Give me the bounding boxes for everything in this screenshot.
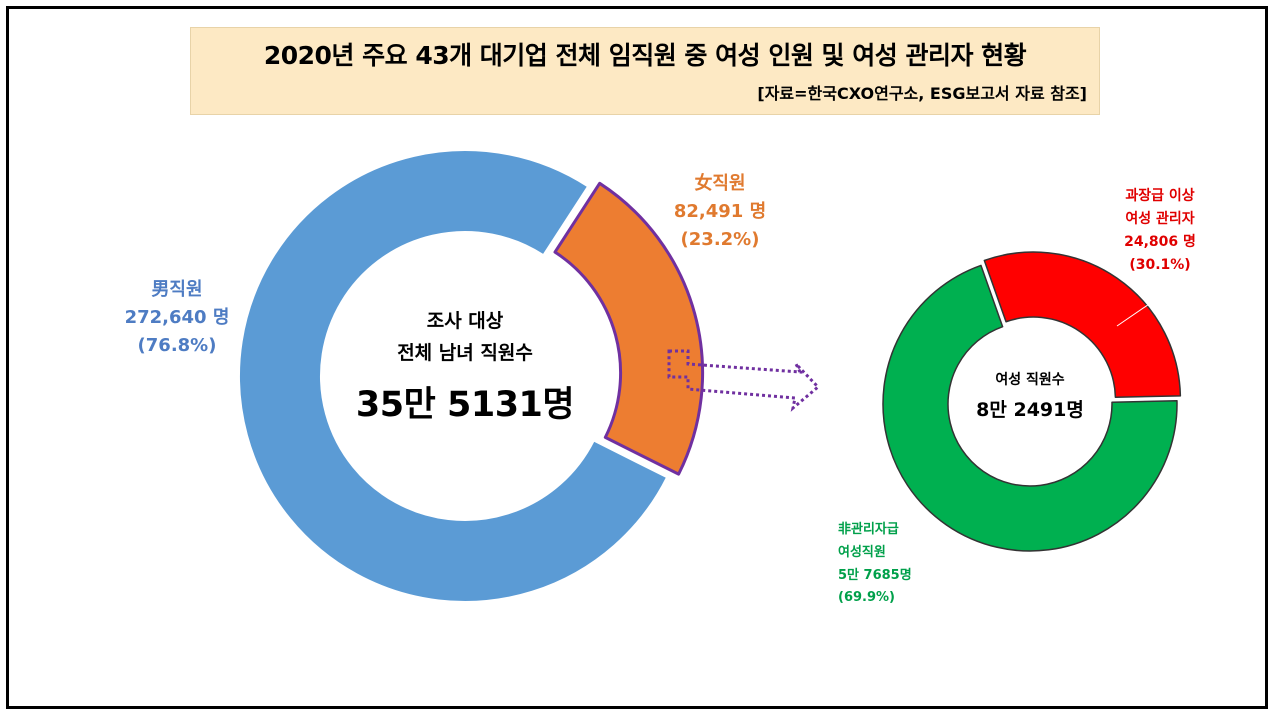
main-donut-center: 조사 대상 전체 남녀 직원수 35만 5131명 bbox=[320, 305, 610, 427]
main-center-line1: 조사 대상 bbox=[426, 310, 504, 332]
sub-donut-center: 여성 직원수 8만 2491명 bbox=[955, 369, 1105, 422]
female-label: 女직원 82,491 명 (23.2%) bbox=[665, 170, 775, 254]
female-percent: (23.2%) bbox=[680, 228, 760, 250]
manager-leader-line bbox=[1116, 299, 1156, 327]
female-count: 82,491 명 bbox=[673, 200, 767, 222]
non-manager-line1: 非관리자급 bbox=[838, 522, 899, 537]
male-name: 男직원 bbox=[151, 279, 203, 300]
male-label: 男직원 272,640 명 (76.8%) bbox=[112, 276, 242, 360]
female-slice bbox=[553, 181, 705, 476]
main-donut bbox=[238, 149, 705, 603]
manager-slice bbox=[983, 251, 1182, 399]
title-box: 2020년 주요 43개 대기업 전체 임직원 중 여성 인원 및 여성 관리자… bbox=[190, 27, 1100, 115]
manager-line1: 과장급 이상 bbox=[1125, 188, 1195, 204]
female-name: 女직원 bbox=[694, 173, 746, 194]
non-manager-line2: 여성직원 bbox=[838, 544, 886, 560]
male-slice bbox=[238, 149, 669, 603]
chart-title: 2020년 주요 43개 대기업 전체 임직원 중 여성 인원 및 여성 관리자… bbox=[263, 41, 1027, 70]
manager-label: 과장급 이상 여성 관리자 24,806 명 (30.1%) bbox=[1090, 185, 1230, 277]
non-manager-count: 5만 7685명 bbox=[838, 567, 912, 583]
male-percent: (76.8%) bbox=[137, 334, 217, 356]
manager-count: 24,806 명 bbox=[1124, 234, 1196, 251]
chart-source: [자료=한국CXO연구소, ESG보고서 자료 참조] bbox=[757, 84, 1087, 103]
main-center-total: 35만 5131명 bbox=[355, 384, 575, 425]
sub-center-line1: 여성 직원수 bbox=[995, 372, 1065, 388]
non-manager-percent: (69.9%) bbox=[838, 590, 895, 606]
male-count: 272,640 명 bbox=[124, 306, 230, 328]
main-center-line2: 전체 남녀 직원수 bbox=[397, 342, 533, 365]
sub-center-total: 8만 2491명 bbox=[976, 399, 1084, 421]
callout-arrow bbox=[667, 349, 821, 412]
non-manager-slice bbox=[882, 264, 1178, 552]
manager-line2: 여성 관리자 bbox=[1125, 211, 1195, 228]
manager-percent: (30.1%) bbox=[1129, 257, 1191, 274]
non-manager-label: 非관리자급 여성직원 5만 7685명 (69.9%) bbox=[838, 519, 948, 610]
sub-donut bbox=[882, 251, 1182, 552]
